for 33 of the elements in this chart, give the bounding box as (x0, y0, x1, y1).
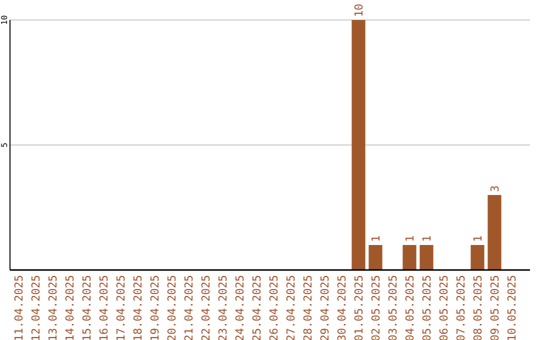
x-tick-label: 14.04.2025 (64, 275, 76, 340)
x-tick-label: 18.04.2025 (132, 275, 144, 340)
x-tick-label: 26.04.2025 (268, 275, 280, 340)
data-label: 1 (420, 235, 434, 242)
data-label: 1 (404, 235, 416, 242)
y-tick-label: 5 (0, 142, 9, 148)
x-tick-label: 13.04.2025 (46, 275, 60, 340)
x-tick-label: 28.04.2025 (302, 275, 314, 340)
data-label: 1 (472, 235, 484, 242)
bar (488, 195, 502, 270)
x-tick-label: 16.04.2025 (98, 275, 110, 340)
x-tick-label: 29.04.2025 (318, 275, 332, 340)
x-tick-label: 20.04.2025 (166, 275, 178, 340)
x-tick-label: 23.04.2025 (216, 275, 230, 340)
bar (470, 245, 484, 270)
x-tick-label: 15.04.2025 (80, 275, 94, 340)
bar (402, 245, 416, 270)
bar (352, 20, 366, 270)
x-tick-label: 17.04.2025 (114, 275, 128, 340)
x-tick-label: 24.04.2025 (234, 275, 246, 340)
bar (368, 245, 382, 270)
x-tick-label: 22.04.2025 (200, 275, 212, 340)
bar (420, 245, 434, 270)
x-tick-label: 10.05.2025 (506, 275, 518, 340)
x-tick-label: 11.04.2025 (12, 275, 26, 340)
data-label: 3 (488, 185, 502, 192)
x-tick-label: 27.04.2025 (284, 275, 298, 340)
data-label: 1 (370, 235, 382, 242)
data-label: 10 (352, 4, 366, 17)
x-tick-label: 12.04.2025 (30, 275, 42, 340)
x-tick-label: 19.04.2025 (148, 275, 162, 340)
x-tick-label: 21.04.2025 (182, 275, 196, 340)
x-tick-label: 25.04.2025 (250, 275, 264, 340)
